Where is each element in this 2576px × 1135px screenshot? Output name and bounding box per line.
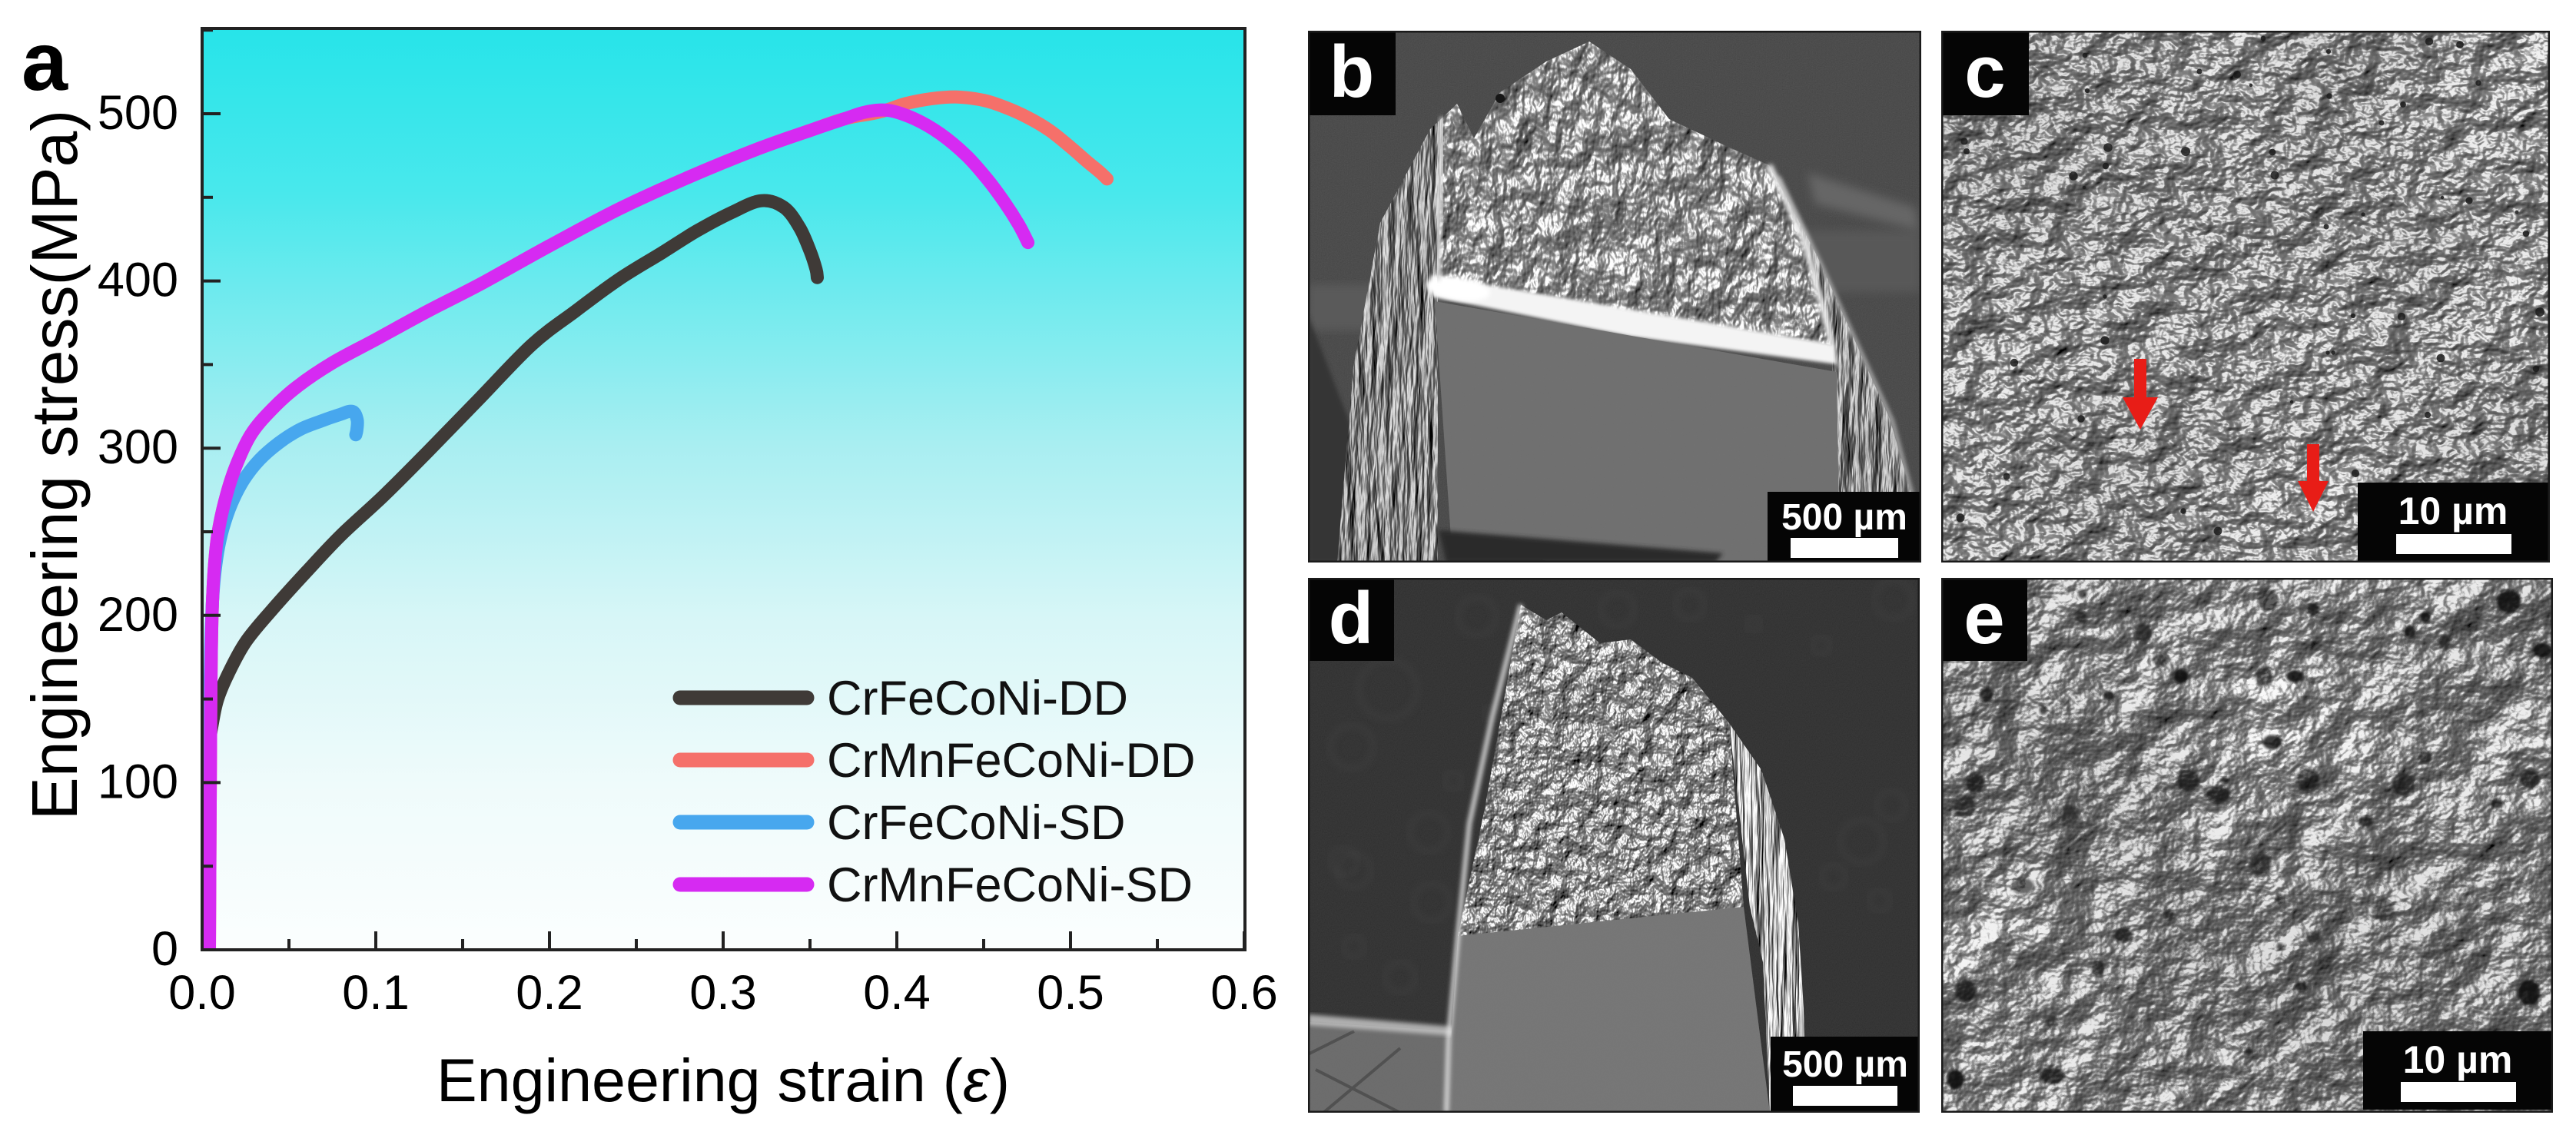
svg-text:CrFeCoNi-DD: CrFeCoNi-DD: [827, 672, 1128, 725]
svg-text:500 µm: 500 µm: [1781, 497, 1907, 538]
svg-text:0.0: 0.0: [168, 966, 236, 1020]
svg-text:e: e: [1964, 578, 2004, 659]
svg-text:10 µm: 10 µm: [2403, 1038, 2513, 1081]
svg-text:b: b: [1329, 31, 1375, 113]
svg-text:0: 0: [151, 922, 178, 976]
svg-text:400: 400: [98, 254, 178, 307]
svg-text:CrMnFeCoNi-SD: CrMnFeCoNi-SD: [827, 858, 1193, 912]
svg-text:Engineering stress(MPa): Engineering stress(MPa): [18, 110, 91, 820]
svg-text:CrMnFeCoNi-DD: CrMnFeCoNi-DD: [827, 734, 1196, 788]
svg-text:500 µm: 500 µm: [1782, 1044, 1908, 1085]
svg-text:c: c: [1964, 31, 2005, 113]
svg-text:0.4: 0.4: [863, 966, 931, 1020]
svg-text:200: 200: [98, 588, 178, 642]
svg-text:Engineering strain (ε): Engineering strain (ε): [437, 1046, 1010, 1114]
svg-text:0.6: 0.6: [1210, 966, 1278, 1020]
svg-text:0.5: 0.5: [1037, 966, 1104, 1020]
svg-text:0.1: 0.1: [342, 966, 410, 1020]
svg-text:300: 300: [98, 420, 178, 474]
svg-text:500: 500: [98, 86, 178, 140]
svg-text:100: 100: [98, 755, 178, 808]
svg-text:d: d: [1329, 578, 1374, 659]
svg-text:0.3: 0.3: [689, 966, 757, 1020]
svg-text:10 µm: 10 µm: [2398, 490, 2508, 533]
svg-text:0.2: 0.2: [516, 966, 583, 1020]
svg-text:a: a: [22, 15, 68, 108]
svg-text:CrFeCoNi-SD: CrFeCoNi-SD: [827, 796, 1126, 850]
